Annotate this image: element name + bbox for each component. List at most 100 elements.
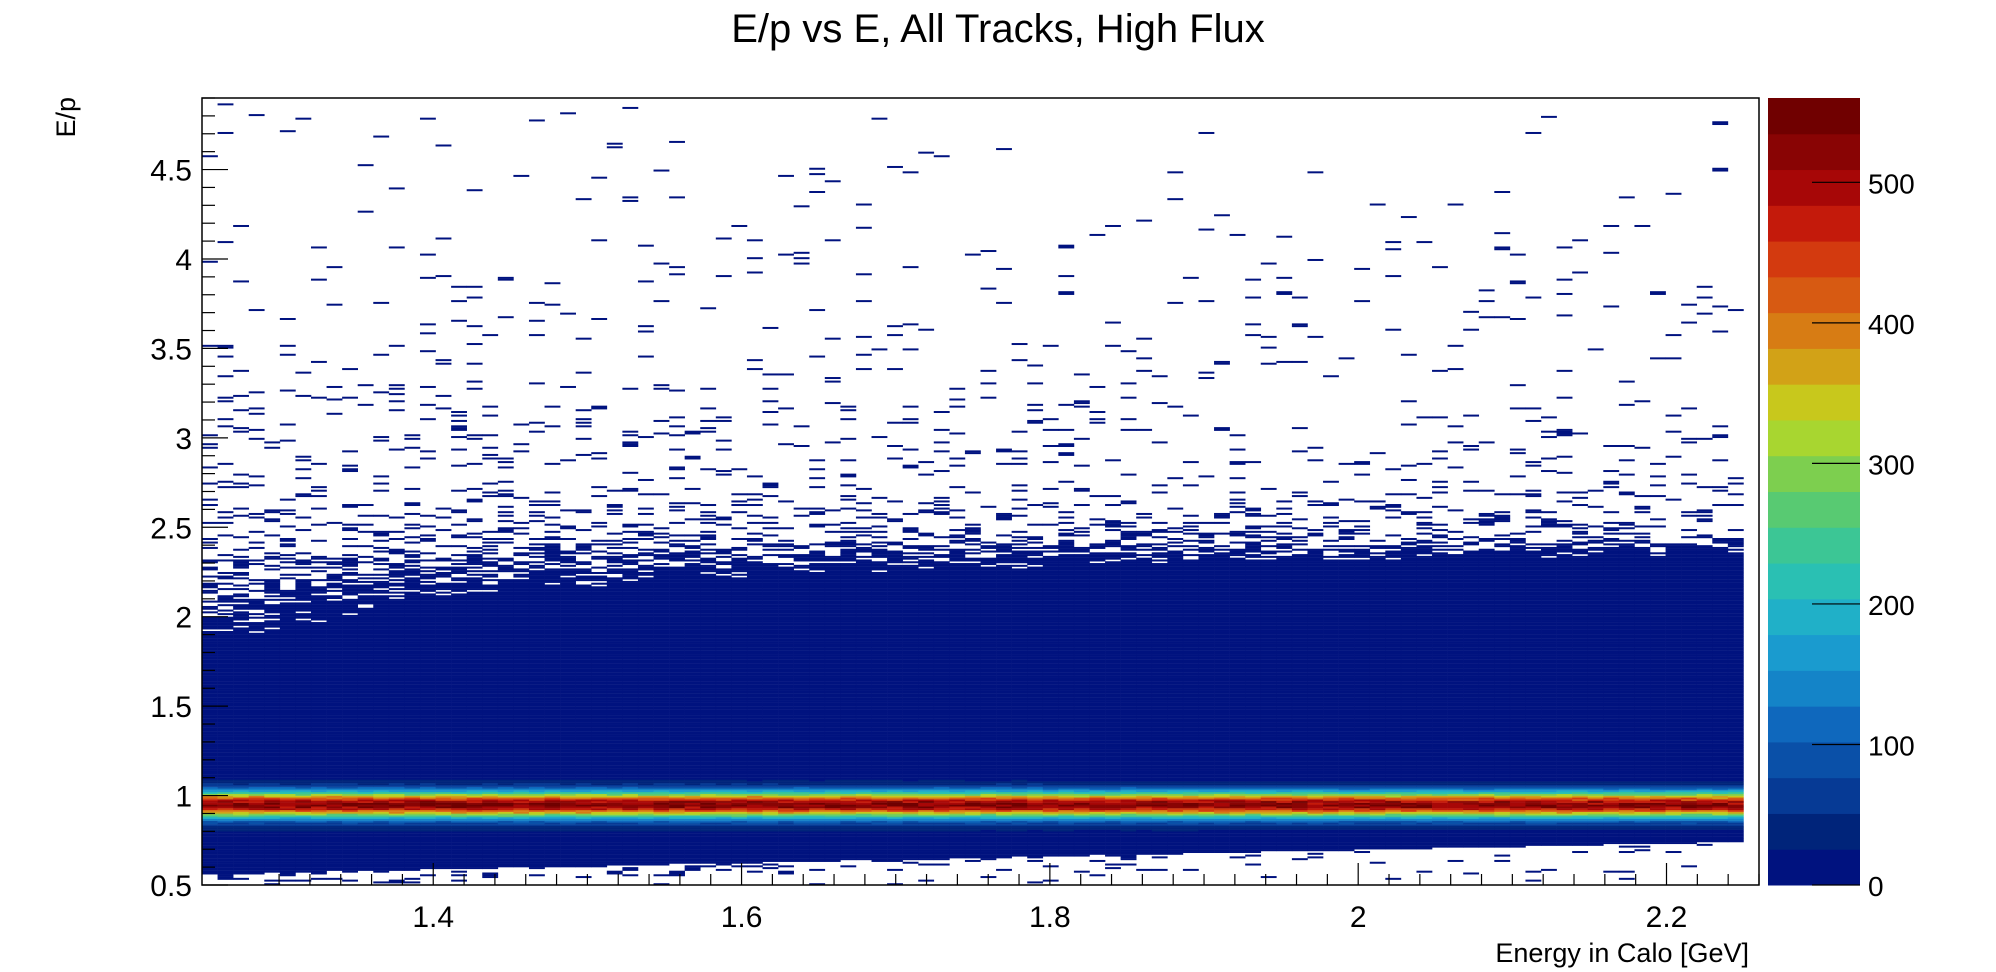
heatmap-cell	[606, 741, 623, 744]
heatmap-cell	[482, 457, 499, 460]
heatmap-cell	[451, 427, 467, 430]
heatmap-cell	[295, 394, 312, 397]
heatmap-cell	[310, 731, 327, 734]
heatmap-cell	[233, 657, 250, 660]
heatmap-cell	[560, 589, 576, 592]
heatmap-cell	[295, 831, 312, 834]
heatmap-cell	[513, 824, 530, 827]
heatmap-cell	[233, 741, 250, 744]
heatmap-cell	[310, 740, 327, 743]
heatmap-cell	[513, 675, 530, 678]
heatmap-cell	[591, 715, 608, 718]
heatmap-cell	[279, 509, 296, 512]
heatmap-cell	[622, 763, 639, 766]
heatmap-cell	[560, 665, 576, 667]
heatmap-cell	[248, 650, 265, 653]
heatmap-cell	[342, 838, 358, 841]
heatmap-cell	[388, 759, 405, 762]
heatmap-cell	[622, 758, 639, 760]
heatmap-cell	[528, 724, 545, 727]
heatmap-cell	[560, 793, 576, 796]
heatmap-cell	[528, 698, 545, 701]
heatmap-cell	[404, 620, 421, 623]
heatmap-cell	[248, 763, 265, 766]
heatmap-cell	[279, 663, 296, 666]
heatmap-cell	[482, 607, 499, 610]
heatmap-cell	[233, 815, 250, 818]
heatmap-cell	[544, 793, 561, 796]
heatmap-cell	[451, 743, 467, 746]
heatmap-cell	[451, 589, 467, 592]
heatmap-cell	[482, 758, 499, 760]
heatmap-cell	[622, 718, 639, 721]
heatmap-cell	[575, 616, 592, 619]
heatmap-cell	[419, 693, 436, 696]
heatmap-cell	[217, 795, 234, 798]
y-axis-label: E/p	[51, 97, 81, 138]
heatmap-cell	[373, 827, 390, 830]
heatmap-cell	[295, 632, 312, 635]
heatmap-cell	[388, 790, 405, 793]
heatmap-cell	[388, 727, 405, 730]
heatmap-cell	[264, 659, 281, 662]
heatmap-cell	[217, 863, 234, 866]
heatmap-cell	[248, 648, 265, 651]
heatmap-cell	[388, 552, 405, 555]
heatmap-cell	[388, 851, 405, 854]
heatmap-cell	[295, 741, 312, 744]
heatmap-cell	[202, 861, 218, 864]
heatmap-cell	[482, 747, 499, 750]
heatmap-cell	[202, 693, 218, 696]
heatmap-cell	[622, 681, 639, 684]
heatmap-cell	[435, 663, 452, 666]
heatmap-cell	[202, 779, 218, 782]
heatmap-cell	[388, 715, 405, 718]
heatmap-cell	[622, 756, 639, 759]
heatmap-cell	[575, 679, 592, 682]
heatmap-cell	[466, 800, 483, 803]
heatmap-cell	[451, 607, 467, 610]
heatmap-cell	[248, 309, 265, 312]
heatmap-cell	[310, 775, 327, 778]
heatmap-cell	[575, 786, 592, 789]
heatmap-cell	[591, 763, 608, 766]
heatmap-cell	[544, 639, 561, 642]
heatmap-cell	[591, 831, 608, 834]
heatmap-cell	[404, 654, 421, 657]
heatmap-cell	[342, 786, 358, 789]
heatmap-cell	[202, 482, 218, 485]
heatmap-cell	[419, 859, 436, 862]
heatmap-cell	[373, 838, 390, 841]
heatmap-cell	[373, 530, 390, 533]
heatmap-cell	[466, 652, 483, 655]
heatmap-cell	[497, 834, 514, 837]
heatmap-cell	[357, 838, 374, 841]
heatmap-cell	[326, 695, 343, 698]
heatmap-cell	[466, 774, 483, 777]
heatmap-cell	[482, 822, 499, 825]
heatmap-cell	[279, 854, 296, 857]
heatmap-cell	[451, 758, 467, 760]
heatmap-cell	[342, 718, 358, 721]
heatmap-cell	[544, 648, 561, 651]
heatmap-cell	[451, 836, 467, 839]
heatmap-cell	[264, 775, 281, 778]
heatmap-cell	[310, 724, 327, 727]
heatmap-cell	[560, 666, 576, 669]
heatmap-cell	[544, 684, 561, 687]
heatmap-cell	[435, 641, 452, 644]
heatmap-cell	[279, 439, 296, 442]
heatmap-cell	[606, 505, 623, 508]
heatmap-cell	[264, 768, 281, 771]
heatmap-cell	[279, 784, 296, 787]
heatmap-cell	[295, 729, 312, 732]
heatmap-cell	[466, 605, 483, 608]
heatmap-cell	[326, 398, 343, 401]
heatmap-cell	[388, 731, 405, 734]
heatmap-cell	[342, 529, 358, 532]
heatmap-cell	[357, 530, 374, 533]
heatmap-cell	[497, 700, 514, 703]
heatmap-cell	[279, 688, 296, 691]
heatmap-cell	[388, 627, 405, 630]
heatmap-cell	[606, 648, 623, 651]
